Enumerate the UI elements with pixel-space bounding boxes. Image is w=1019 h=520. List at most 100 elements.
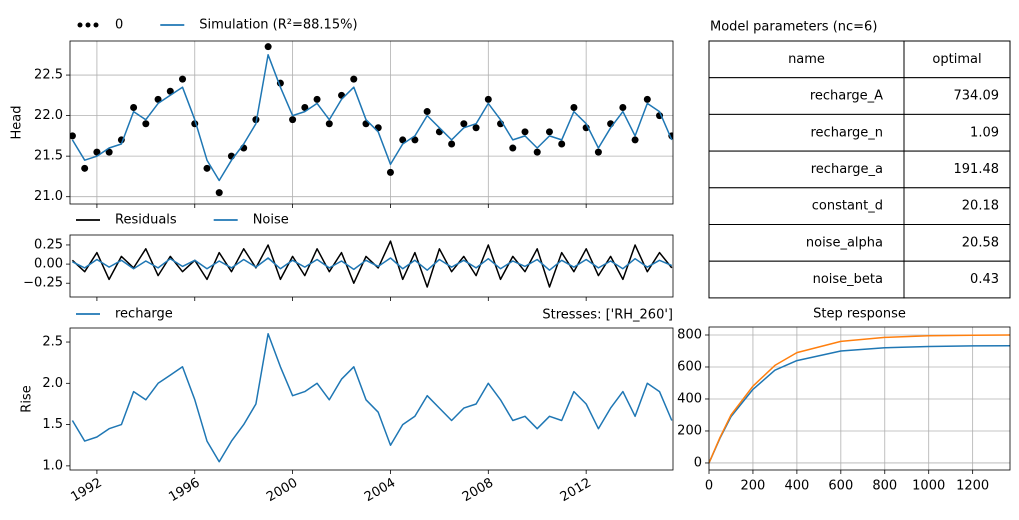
- table-cell: [903, 150, 1011, 189]
- data-point: [81, 164, 89, 172]
- x-tick-label: 200: [741, 479, 766, 494]
- data-point: [460, 120, 468, 128]
- data-point: [179, 75, 187, 83]
- legend-label: Residuals: [115, 213, 177, 228]
- y-tick-label: 400: [677, 391, 702, 406]
- y-tick-label: 600: [677, 359, 702, 374]
- y-tick-label: 0: [694, 455, 702, 470]
- parameter-value: 20.58: [962, 235, 999, 250]
- plot-area: [70, 43, 673, 197]
- parameter-name: noise_beta: [813, 272, 883, 287]
- parameter-value: 0.43: [970, 272, 999, 287]
- table-header: optimal: [932, 52, 981, 67]
- series-line: [709, 334, 1010, 464]
- y-axis-label: Head: [10, 106, 25, 140]
- chart-title: Step response: [813, 307, 906, 322]
- data-point: [289, 116, 297, 124]
- table-cell: [903, 77, 1011, 115]
- x-tick-label: 400: [784, 479, 809, 494]
- plot-area: [71, 333, 673, 463]
- data-point: [558, 140, 566, 148]
- data-point: [130, 103, 138, 111]
- data-point: [350, 75, 358, 83]
- legend-label: Noise: [253, 213, 289, 228]
- data-point: [411, 136, 419, 144]
- plot-area: [709, 334, 1010, 464]
- chart-title: Stresses: ['RH_260']: [542, 308, 673, 323]
- parameter-name: recharge_n: [810, 125, 883, 140]
- data-point: [509, 144, 517, 152]
- series-line: [72, 257, 673, 271]
- table-cell: [708, 40, 905, 79]
- parameter-value: 20.18: [962, 199, 999, 214]
- series-line: [71, 240, 673, 288]
- data-point: [386, 168, 394, 176]
- parameter-name: noise_alpha: [806, 235, 883, 250]
- y-tick-label: 1.5: [42, 417, 63, 432]
- series-line: [71, 333, 673, 463]
- legend-label: 0: [115, 18, 123, 33]
- parameter-value: 734.09: [954, 89, 1000, 104]
- y-tick-label: 1.0: [42, 458, 63, 473]
- parameter-value: 191.48: [954, 162, 1000, 177]
- data-point: [448, 140, 456, 148]
- y-tick-label: −0.25: [23, 276, 63, 291]
- axes-frame: [708, 326, 1011, 471]
- data-point: [472, 124, 480, 132]
- table-cell: [708, 187, 905, 226]
- x-tick-label: 1200: [956, 479, 989, 494]
- data-point: [105, 148, 113, 156]
- y-tick-label: 800: [677, 327, 702, 342]
- y-tick-label: 22.0: [34, 108, 63, 123]
- data-point: [203, 164, 211, 172]
- data-point: [533, 148, 541, 156]
- data-point: [70, 132, 76, 140]
- table-cell: [903, 260, 1011, 299]
- data-point: [142, 120, 150, 128]
- legend-label: recharge: [115, 307, 173, 322]
- data-point: [313, 95, 321, 103]
- parameter-name: recharge_A: [810, 89, 883, 104]
- y-tick-label: 21.0: [34, 189, 63, 204]
- data-point: [154, 95, 162, 103]
- axes-frame: [69, 40, 674, 205]
- y-tick-label: 0.25: [34, 237, 63, 252]
- data-point: [215, 189, 223, 197]
- series-line: [71, 54, 673, 182]
- data-point: [423, 108, 431, 116]
- table-header: name: [788, 52, 825, 67]
- y-tick-label: 0.00: [34, 257, 63, 272]
- data-point: [643, 95, 651, 103]
- table-cell: [903, 224, 1011, 262]
- plot-area: [71, 240, 673, 288]
- parameter-value: 1.09: [970, 125, 999, 140]
- x-tick-label: 600: [828, 479, 853, 494]
- data-point: [301, 103, 309, 111]
- legend-label: Simulation (R²=88.15%): [199, 18, 357, 33]
- data-point: [619, 103, 627, 111]
- table-cell: [708, 150, 905, 189]
- data-point: [594, 148, 602, 156]
- parameter-name: recharge_a: [811, 162, 883, 177]
- table-cell: [903, 113, 1011, 152]
- axes-frame: [69, 327, 674, 471]
- y-tick-label: 22.5: [34, 68, 63, 83]
- x-tick-label: 1000: [912, 479, 945, 494]
- y-tick-label: 21.5: [34, 149, 63, 164]
- legend-marker: [77, 22, 83, 28]
- data-point: [93, 148, 101, 156]
- table-cell: [903, 40, 1011, 79]
- y-tick-label: 200: [677, 423, 702, 438]
- data-point: [570, 103, 578, 111]
- y-tick-label: 2.0: [42, 376, 63, 391]
- x-tick-label: 800: [872, 479, 897, 494]
- data-point: [484, 95, 492, 103]
- axes-frame: [69, 234, 674, 298]
- y-tick-label: 2.5: [42, 335, 63, 350]
- data-point: [545, 128, 553, 136]
- table-title: Model parameters (nc=6): [710, 20, 877, 35]
- table-cell: [708, 224, 905, 262]
- table-cell: [708, 77, 905, 115]
- data-point: [166, 87, 174, 95]
